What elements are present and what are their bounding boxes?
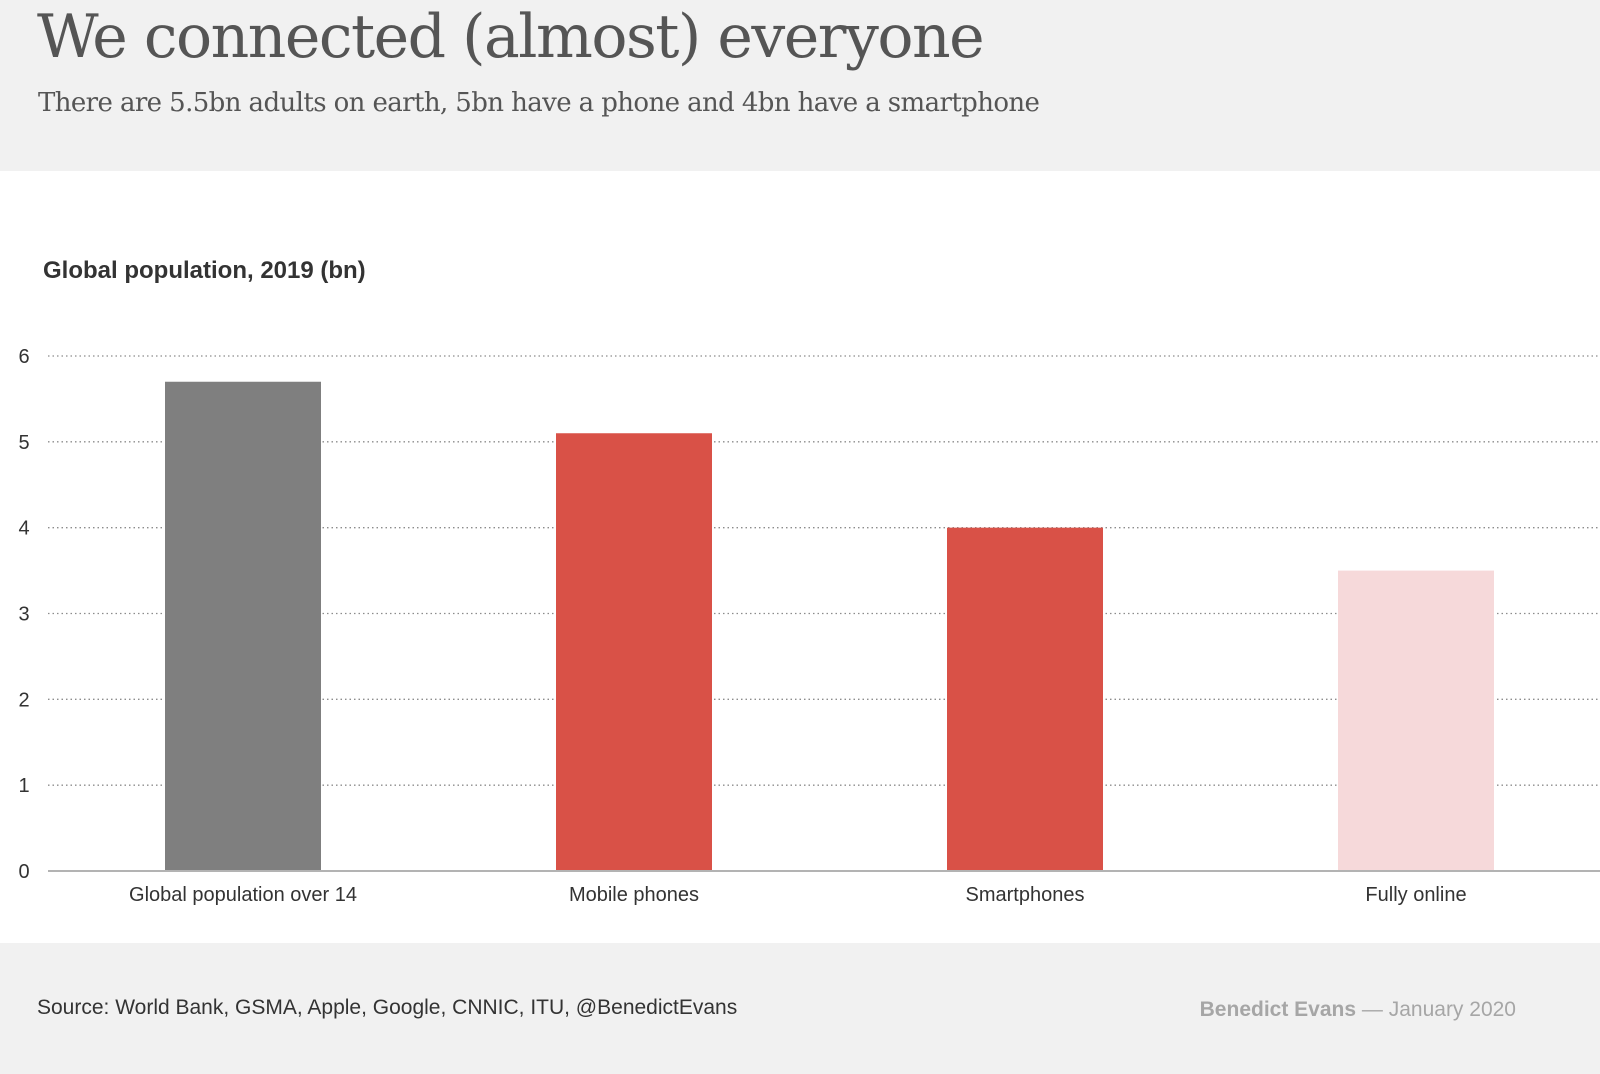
x-tick-label: Mobile phones [569, 884, 699, 906]
bar [556, 433, 712, 871]
footer: Source: World Bank, GSMA, Apple, Google,… [0, 943, 1600, 1074]
publish-date: — January 2020 [1361, 998, 1516, 1021]
bar [1338, 570, 1494, 871]
author-name: Benedict Evans [1199, 998, 1357, 1021]
chart-title: Global population, 2019 (bn) [43, 257, 366, 284]
x-tick-label: Smartphones [966, 884, 1085, 906]
y-tick-label: 2 [18, 689, 29, 711]
bar [947, 527, 1103, 871]
header: We connected (almost) everyone There are… [0, 0, 1600, 171]
chart-panel: Global population, 2019 (bn) 0 1 2 3 4 5 6 Globa… [0, 171, 1600, 943]
source-note: Source: World Bank, GSMA, Apple, Google,… [37, 996, 738, 1019]
x-tick-label: Fully online [1365, 884, 1466, 906]
page-subtitle: There are 5.5bn adults on earth, 5bn hav… [38, 88, 1040, 118]
y-tick-label: 0 [18, 861, 29, 883]
y-tick-label: 4 [18, 518, 29, 540]
x-tick-label: Global population over 14 [129, 884, 357, 906]
y-tick-label: 5 [18, 432, 29, 454]
bar [165, 381, 321, 871]
bar-chart: Global population, 2019 (bn) 0 1 2 3 4 5 6 Globa… [18, 257, 1600, 906]
credit: Benedict Evans — January 2020 [1200, 998, 1516, 1022]
y-tick-label: 6 [18, 346, 29, 368]
y-tick-label: 1 [18, 775, 29, 797]
y-tick-label: 3 [18, 604, 29, 626]
page-title: We connected (almost) everyone [37, 2, 985, 72]
